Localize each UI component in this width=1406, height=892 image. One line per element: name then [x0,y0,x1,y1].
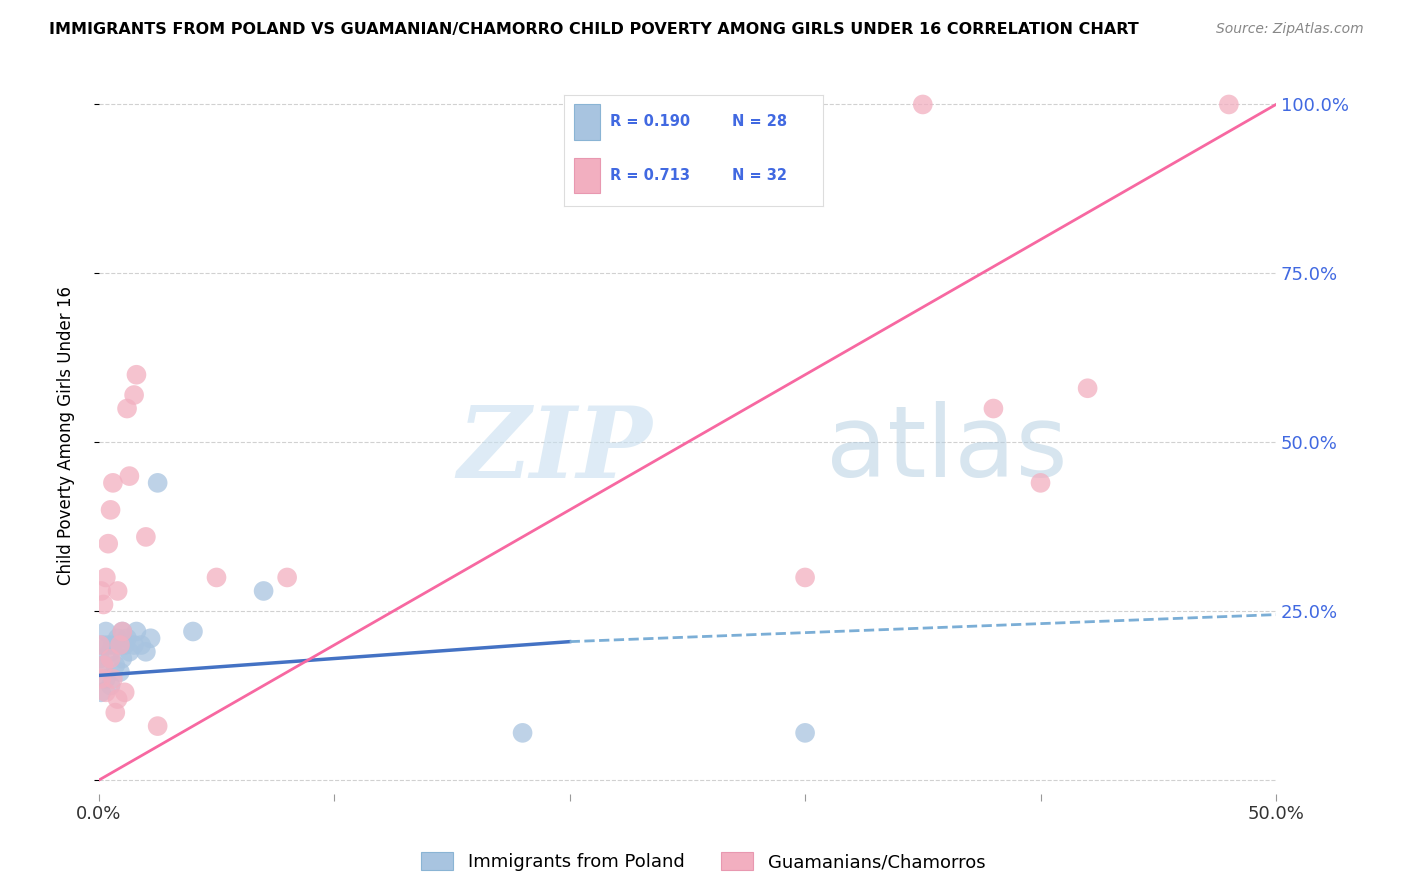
Point [108,665,131,679]
Point [101,638,124,652]
Point [93,658,115,673]
Point [983,401,1005,416]
Point [104,658,127,673]
Point [111,624,134,639]
Y-axis label: Child Poverty Among Girls Under 16: Child Poverty Among Girls Under 16 [58,286,75,585]
Point [114,638,136,652]
Point [139,632,162,646]
Point [97,536,120,550]
Point [111,624,134,639]
Point [94,672,117,686]
Point [146,719,169,733]
Point [1218,97,1240,112]
Point [114,685,136,699]
Point [125,624,148,639]
Point [129,638,152,652]
Point [122,388,145,402]
Text: atlas: atlas [825,401,1067,499]
Point [107,692,129,706]
Point [93,658,115,673]
Point [94,570,117,584]
Point [100,503,122,517]
Point [107,584,129,599]
Point [89,651,111,665]
Text: ZIP: ZIP [457,401,652,498]
Point [512,726,534,740]
Point [135,645,157,659]
Point [104,706,127,720]
Point [94,624,117,639]
Point [94,685,117,699]
Point [90,672,112,686]
Point [91,638,114,652]
Point [135,530,157,544]
Point [118,645,141,659]
Text: IMMIGRANTS FROM POLAND VS GUAMANIAN/CHAMORRO CHILD POVERTY AMONG GIRLS UNDER 16 : IMMIGRANTS FROM POLAND VS GUAMANIAN/CHAM… [49,22,1139,37]
Legend: Immigrants from Poland, Guamanians/Chamorros: Immigrants from Poland, Guamanians/Chamo… [413,845,993,879]
Point [276,570,298,584]
Point [911,97,934,112]
Point [1077,381,1099,395]
Point [100,651,122,665]
Point [100,645,122,659]
Point [252,584,274,599]
Point [97,638,120,652]
Point [115,401,138,416]
Point [205,570,228,584]
Point [146,475,169,490]
Point [101,672,124,686]
Point [122,638,145,652]
Point [115,632,138,646]
Point [111,651,134,665]
Point [100,679,122,693]
Point [90,685,112,699]
Point [107,632,129,646]
Point [93,598,115,612]
Point [118,469,141,483]
Point [101,475,124,490]
Point [181,624,204,639]
Point [1029,475,1052,490]
Point [794,726,817,740]
Point [90,584,112,599]
Point [89,638,111,652]
Text: Source: ZipAtlas.com: Source: ZipAtlas.com [1216,22,1364,37]
Point [794,570,817,584]
Point [125,368,148,382]
Point [108,638,131,652]
